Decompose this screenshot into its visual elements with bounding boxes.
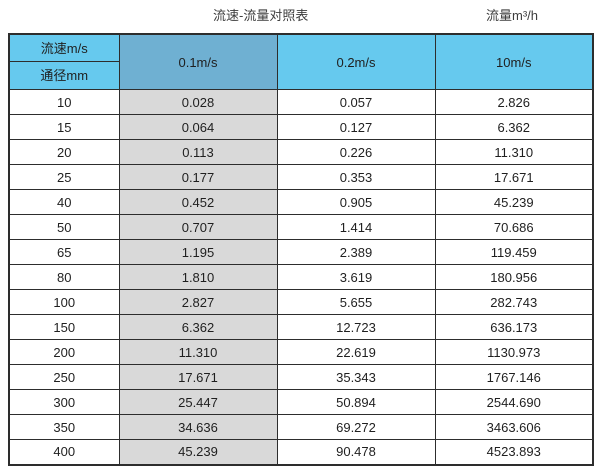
value-cell: 22.619 [276, 339, 436, 365]
value-cell: 70.686 [434, 214, 594, 240]
diameter-cell: 150 [8, 314, 120, 340]
diameter-cell: 400 [8, 439, 120, 465]
value-cell: 25.447 [118, 389, 278, 415]
table-row: 80 1.810 3.619 180.956 [8, 264, 594, 290]
diameter-cell: 350 [8, 414, 120, 440]
value-cell: 6.362 [118, 314, 278, 340]
table-title: 流速-流量对照表 [213, 8, 309, 23]
table-body: 10 0.028 0.057 2.826 15 0.064 0.127 6.362 20 0.11… [8, 89, 594, 465]
diameter-cell: 100 [8, 289, 120, 315]
value-cell: 0.127 [276, 114, 436, 140]
value-cell: 50.894 [276, 389, 436, 415]
diameter-cell: 50 [8, 214, 120, 240]
table-row: 65 1.195 2.389 119.459 [8, 239, 594, 265]
column-header-0p1ms: 0.1m/s [118, 33, 278, 90]
table-row: 25 0.177 0.353 17.671 [8, 164, 594, 190]
value-cell: 3.619 [276, 264, 436, 290]
table-row: 300 25.447 50.894 2544.690 [8, 389, 594, 415]
value-cell: 2544.690 [434, 389, 594, 415]
value-cell: 636.173 [434, 314, 594, 340]
value-cell: 4523.893 [434, 439, 594, 465]
diameter-cell: 40 [8, 189, 120, 215]
column-header-0p2ms: 0.2m/s [276, 33, 436, 90]
diameter-axis-label: 通径mm [40, 68, 89, 83]
value-cell: 0.226 [276, 139, 436, 165]
table-row: 150 6.362 12.723 636.173 [8, 314, 594, 340]
value-cell: 5.655 [276, 289, 436, 315]
value-cell: 17.671 [118, 364, 278, 390]
value-cell: 45.239 [434, 189, 594, 215]
value-cell: 0.113 [118, 139, 278, 165]
diameter-cell: 25 [8, 164, 120, 190]
diameter-cell: 20 [8, 139, 120, 165]
table-row: 50 0.707 1.414 70.686 [8, 214, 594, 240]
table-row: 250 17.671 35.343 1767.146 [8, 364, 594, 390]
corner-header-cell: 流速m/s 通径mm [8, 33, 120, 90]
value-cell: 3463.606 [434, 414, 594, 440]
diameter-cell: 200 [8, 339, 120, 365]
value-cell: 282.743 [434, 289, 594, 315]
value-cell: 0.353 [276, 164, 436, 190]
diameter-cell: 15 [8, 114, 120, 140]
column-header-10ms: 10m/s [434, 33, 594, 90]
value-cell: 1.810 [118, 264, 278, 290]
value-cell: 0.177 [118, 164, 278, 190]
value-cell: 2.826 [434, 89, 594, 115]
table-header: 流速m/s 通径mm 0.1m/s 0.2m/s 10m/s [8, 33, 594, 90]
table-row: 100 2.827 5.655 282.743 [8, 289, 594, 315]
value-cell: 45.239 [118, 439, 278, 465]
value-cell: 1.195 [118, 239, 278, 265]
value-cell: 0.028 [118, 89, 278, 115]
value-cell: 69.272 [276, 414, 436, 440]
flow-unit-label: 流量m³/h [486, 8, 539, 23]
value-cell: 0.057 [276, 89, 436, 115]
diameter-cell: 300 [8, 389, 120, 415]
value-cell: 1767.146 [434, 364, 594, 390]
diameter-cell: 250 [8, 364, 120, 390]
value-cell: 119.459 [434, 239, 594, 265]
value-cell: 0.064 [118, 114, 278, 140]
table-row: 40 0.452 0.905 45.239 [8, 189, 594, 215]
title-bar: 流速-流量对照表 流量m³/h [0, 0, 600, 33]
header-row: 流速m/s 通径mm 0.1m/s 0.2m/s 10m/s [8, 33, 594, 90]
table-row: 20 0.113 0.226 11.310 [8, 139, 594, 165]
value-cell: 1.414 [276, 214, 436, 240]
value-cell: 0.905 [276, 189, 436, 215]
flow-rate-table: 流速m/s 通径mm 0.1m/s 0.2m/s 10m/s 10 0.028 0.… [8, 33, 594, 466]
table-row: 350 34.636 69.272 3463.606 [8, 414, 594, 440]
value-cell: 34.636 [118, 414, 278, 440]
value-cell: 1130.973 [434, 339, 594, 365]
value-cell: 6.362 [434, 114, 594, 140]
value-cell: 12.723 [276, 314, 436, 340]
value-cell: 17.671 [434, 164, 594, 190]
value-cell: 11.310 [434, 139, 594, 165]
velocity-axis-label: 流速m/s [10, 35, 118, 62]
value-cell: 90.478 [276, 439, 436, 465]
table-row: 15 0.064 0.127 6.362 [8, 114, 594, 140]
value-cell: 2.827 [118, 289, 278, 315]
diameter-cell: 65 [8, 239, 120, 265]
diameter-cell: 10 [8, 89, 120, 115]
table-row: 200 11.310 22.619 1130.973 [8, 339, 594, 365]
table-row: 10 0.028 0.057 2.826 [8, 89, 594, 115]
value-cell: 0.707 [118, 214, 278, 240]
value-cell: 2.389 [276, 239, 436, 265]
value-cell: 0.452 [118, 189, 278, 215]
value-cell: 180.956 [434, 264, 594, 290]
value-cell: 35.343 [276, 364, 436, 390]
table-row: 400 45.239 90.478 4523.893 [8, 439, 594, 465]
diameter-cell: 80 [8, 264, 120, 290]
value-cell: 11.310 [118, 339, 278, 365]
